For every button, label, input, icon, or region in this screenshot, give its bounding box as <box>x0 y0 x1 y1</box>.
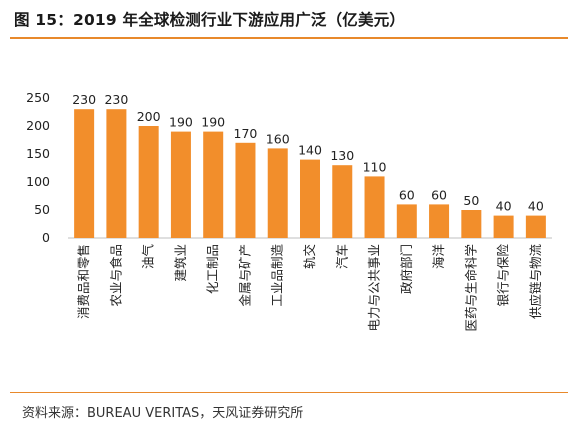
bar <box>364 176 385 238</box>
bar <box>461 210 482 238</box>
x-tick-label: 轨交 <box>302 244 317 269</box>
data-label: 160 <box>266 131 290 146</box>
y-tick-label: 150 <box>26 146 50 161</box>
x-tick-label: 化工制品 <box>205 244 220 294</box>
bar <box>299 159 321 238</box>
data-label: 60 <box>399 187 415 202</box>
data-label: 170 <box>234 126 258 141</box>
bar <box>525 215 546 238</box>
data-label: 190 <box>169 115 193 130</box>
y-tick-label: 50 <box>34 202 50 217</box>
bar <box>74 109 95 238</box>
bar <box>235 142 256 238</box>
bar <box>203 131 224 238</box>
data-label: 60 <box>431 187 447 202</box>
source-divider <box>10 392 568 393</box>
data-label: 190 <box>201 115 225 130</box>
x-tick-label: 工业品制造 <box>270 244 285 307</box>
data-label: 50 <box>463 193 479 208</box>
x-tick-label: 油气 <box>141 244 156 270</box>
data-label: 230 <box>72 92 96 107</box>
x-tick-label: 银行与保险 <box>496 244 511 307</box>
bar <box>429 204 450 238</box>
bar <box>106 109 127 238</box>
bar <box>170 131 191 238</box>
bar <box>267 148 288 238</box>
x-tick-label: 农业与食品 <box>108 244 123 307</box>
bar <box>493 215 514 238</box>
x-tick-label: 建筑业 <box>173 244 188 282</box>
bar <box>138 126 159 238</box>
bar-chart: 0 50 100 150 200 250 230 消费品和零售 230 农业与食品 200 油气 190… <box>26 90 552 332</box>
data-label: 110 <box>363 159 387 174</box>
data-label: 40 <box>528 199 544 214</box>
x-tick-label: 医药与生命科学 <box>463 244 478 332</box>
y-tick-label: 100 <box>26 174 50 189</box>
data-label: 130 <box>330 148 354 163</box>
x-tick-label: 金属与矿产 <box>237 244 252 307</box>
y-tick-label: 250 <box>26 90 50 105</box>
x-tick-label: 消费品和零售 <box>76 244 91 319</box>
x-tick-label: 供应链与物流 <box>528 244 543 320</box>
x-tick-label: 政府部门 <box>399 244 414 294</box>
data-label: 200 <box>137 109 161 124</box>
title-divider <box>10 37 568 39</box>
source-note: 资料来源：BUREAU VERITAS，天风证券研究所 <box>22 406 304 421</box>
x-tick-label: 汽车 <box>334 244 349 269</box>
x-tick-label: 电力与公共事业 <box>367 244 382 332</box>
figure-title: 图 15：2019 年全球检测行业下游应用广泛（亿美元） <box>14 11 406 29</box>
bar <box>396 204 417 238</box>
y-tick-label: 200 <box>26 118 50 133</box>
data-label: 140 <box>298 143 322 158</box>
data-label: 230 <box>104 92 128 107</box>
data-label: 40 <box>496 199 512 214</box>
y-tick-label: 0 <box>42 230 50 245</box>
x-tick-label: 海洋 <box>431 244 446 269</box>
bar <box>332 165 353 238</box>
